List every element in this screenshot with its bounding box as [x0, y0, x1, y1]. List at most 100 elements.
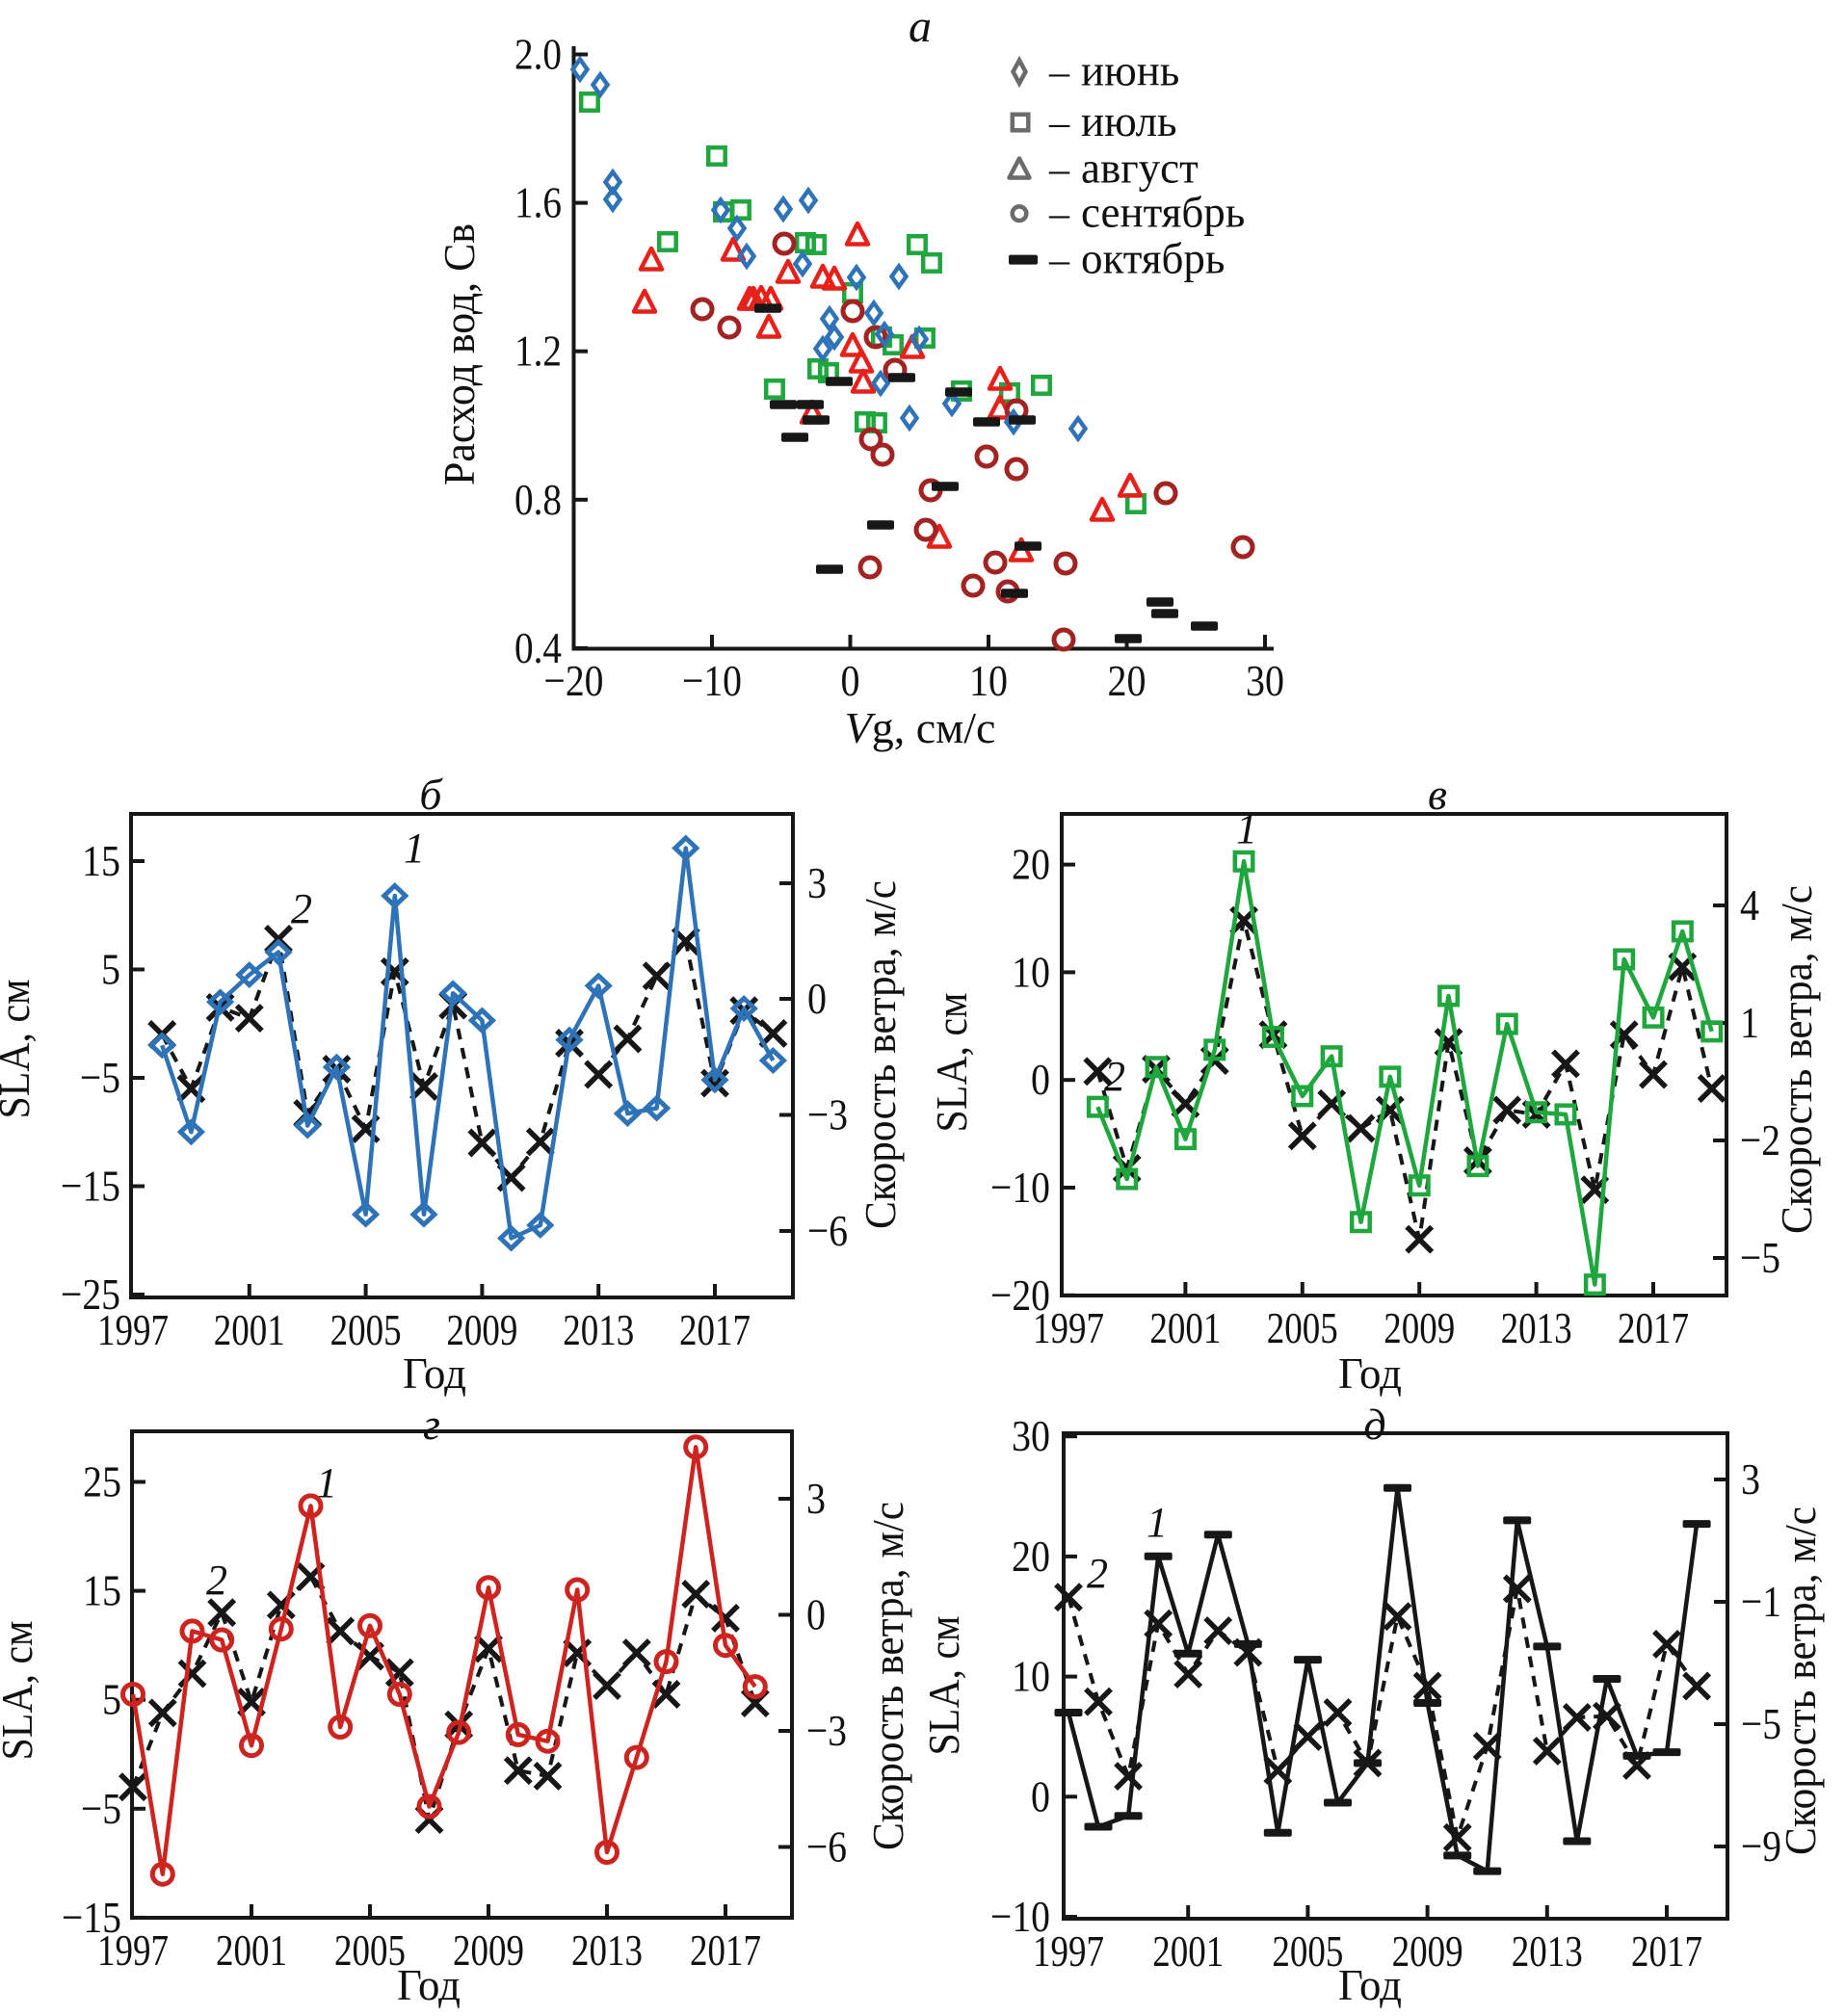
- svg-text:–: –: [1048, 101, 1070, 145]
- svg-text:0: 0: [806, 1590, 826, 1639]
- svg-text:1: 1: [1740, 998, 1759, 1047]
- svg-text:г: г: [423, 1400, 440, 1449]
- svg-text:1.6: 1.6: [514, 178, 562, 227]
- svg-text:2013: 2013: [563, 1305, 634, 1354]
- svg-text:0: 0: [841, 656, 860, 705]
- svg-text:2009: 2009: [1392, 1926, 1463, 1976]
- svg-text:−9: −9: [1741, 1821, 1781, 1871]
- svg-text:в: в: [1428, 770, 1447, 819]
- svg-text:−6: −6: [806, 1822, 847, 1872]
- svg-text:1: 1: [1236, 805, 1257, 852]
- svg-text:2: 2: [1087, 1550, 1108, 1597]
- svg-text:−3: −3: [807, 1090, 848, 1139]
- svg-text:Год: Год: [397, 1960, 461, 2009]
- svg-text:1997: 1997: [1033, 1303, 1104, 1352]
- svg-text:октябрь: октябрь: [1081, 235, 1225, 283]
- svg-text:июнь: июнь: [1081, 47, 1179, 95]
- svg-text:−15: −15: [61, 1162, 120, 1211]
- svg-text:SLA, см: SLA, см: [0, 980, 39, 1119]
- svg-text:20: 20: [1012, 1532, 1050, 1581]
- svg-text:Расход вод, Св: Расход вод, Св: [435, 223, 484, 485]
- svg-text:2001: 2001: [1149, 1303, 1221, 1352]
- svg-text:август: август: [1081, 144, 1199, 193]
- svg-text:2017: 2017: [690, 1925, 761, 1975]
- svg-text:−10: −10: [990, 1892, 1050, 1941]
- svg-text:SLA, см: SLA, см: [927, 993, 976, 1133]
- svg-text:2009: 2009: [1384, 1303, 1455, 1352]
- svg-text:0: 0: [807, 974, 827, 1023]
- svg-text:30: 30: [1012, 1411, 1050, 1460]
- svg-text:−6: −6: [807, 1206, 848, 1255]
- svg-text:б: б: [419, 770, 443, 819]
- svg-text:10: 10: [1012, 1652, 1050, 1701]
- svg-text:Vg, см/с: Vg, см/с: [845, 703, 996, 752]
- svg-text:3: 3: [807, 858, 827, 907]
- svg-text:2009: 2009: [446, 1305, 517, 1354]
- svg-text:0.8: 0.8: [514, 475, 562, 524]
- svg-text:−15: −15: [62, 1893, 121, 1942]
- svg-text:−1: −1: [1741, 1577, 1781, 1626]
- svg-text:1997: 1997: [1033, 1926, 1104, 1976]
- svg-text:2017: 2017: [1631, 1926, 1702, 1976]
- svg-text:Год: Год: [1338, 1348, 1402, 1398]
- svg-text:2009: 2009: [453, 1925, 524, 1975]
- svg-text:июль: июль: [1081, 97, 1177, 145]
- svg-text:2001: 2001: [1152, 1926, 1224, 1976]
- svg-text:3: 3: [806, 1474, 826, 1523]
- svg-text:а: а: [909, 1, 932, 52]
- svg-text:д: д: [1363, 1400, 1385, 1449]
- svg-text:20: 20: [1108, 656, 1147, 705]
- svg-text:−5: −5: [81, 1784, 121, 1833]
- svg-text:2013: 2013: [571, 1925, 643, 1975]
- svg-text:2.0: 2.0: [514, 30, 562, 79]
- svg-text:2: 2: [1104, 1053, 1125, 1100]
- svg-text:1997: 1997: [97, 1305, 169, 1354]
- svg-text:−20: −20: [990, 1270, 1050, 1320]
- svg-text:SLA, см: SLA, см: [0, 1621, 41, 1761]
- svg-text:−5: −5: [1741, 1699, 1781, 1748]
- svg-text:0: 0: [1031, 1055, 1050, 1104]
- svg-text:2005: 2005: [330, 1305, 402, 1354]
- svg-text:2005: 2005: [1272, 1926, 1343, 1976]
- svg-text:2017: 2017: [679, 1305, 751, 1354]
- svg-text:−10: −10: [990, 1163, 1050, 1212]
- svg-text:2: 2: [206, 1557, 227, 1604]
- svg-text:4: 4: [1740, 880, 1759, 929]
- svg-text:–: –: [1048, 239, 1070, 283]
- svg-text:1: 1: [316, 1459, 337, 1506]
- svg-text:–: –: [1048, 193, 1070, 237]
- svg-text:Скорость ветра, м/с: Скорость ветра, м/с: [863, 1502, 912, 1850]
- svg-text:−25: −25: [61, 1270, 120, 1319]
- svg-text:2017: 2017: [1618, 1303, 1689, 1352]
- svg-text:10: 10: [969, 656, 1008, 705]
- svg-text:2005: 2005: [334, 1925, 406, 1975]
- svg-text:0.4: 0.4: [514, 623, 562, 672]
- svg-text:2005: 2005: [1267, 1303, 1338, 1352]
- svg-text:−5: −5: [80, 1053, 120, 1102]
- svg-text:–: –: [1048, 51, 1070, 95]
- svg-text:Скорость ветра, м/с: Скорость ветра, м/с: [856, 880, 905, 1229]
- svg-text:SLA, см: SLA, см: [919, 1616, 968, 1756]
- svg-text:30: 30: [1246, 656, 1284, 705]
- svg-text:Год: Год: [1338, 1960, 1402, 2009]
- svg-text:−20: −20: [544, 656, 604, 705]
- svg-text:−2: −2: [1740, 1115, 1780, 1165]
- svg-text:Скорость ветра, м/с: Скорость ветра, м/с: [1776, 1506, 1825, 1855]
- svg-text:25: 25: [83, 1457, 121, 1506]
- svg-text:−5: −5: [1740, 1233, 1780, 1282]
- svg-text:3: 3: [1741, 1454, 1760, 1504]
- svg-text:20: 20: [1012, 840, 1050, 889]
- svg-text:1997: 1997: [97, 1925, 169, 1975]
- svg-text:Год: Год: [403, 1348, 466, 1398]
- svg-text:2013: 2013: [1512, 1926, 1583, 1976]
- svg-text:–: –: [1048, 148, 1070, 193]
- svg-text:5: 5: [102, 1675, 121, 1724]
- svg-text:10: 10: [1012, 947, 1050, 996]
- svg-text:1.2: 1.2: [514, 327, 562, 376]
- svg-text:сентябрь: сентябрь: [1081, 189, 1245, 237]
- svg-text:Скорость ветра, м/с: Скорость ветра, м/с: [1772, 885, 1821, 1234]
- svg-text:15: 15: [83, 1566, 121, 1615]
- svg-text:−10: −10: [682, 656, 742, 705]
- svg-text:−3: −3: [806, 1706, 847, 1755]
- svg-text:1: 1: [404, 825, 425, 872]
